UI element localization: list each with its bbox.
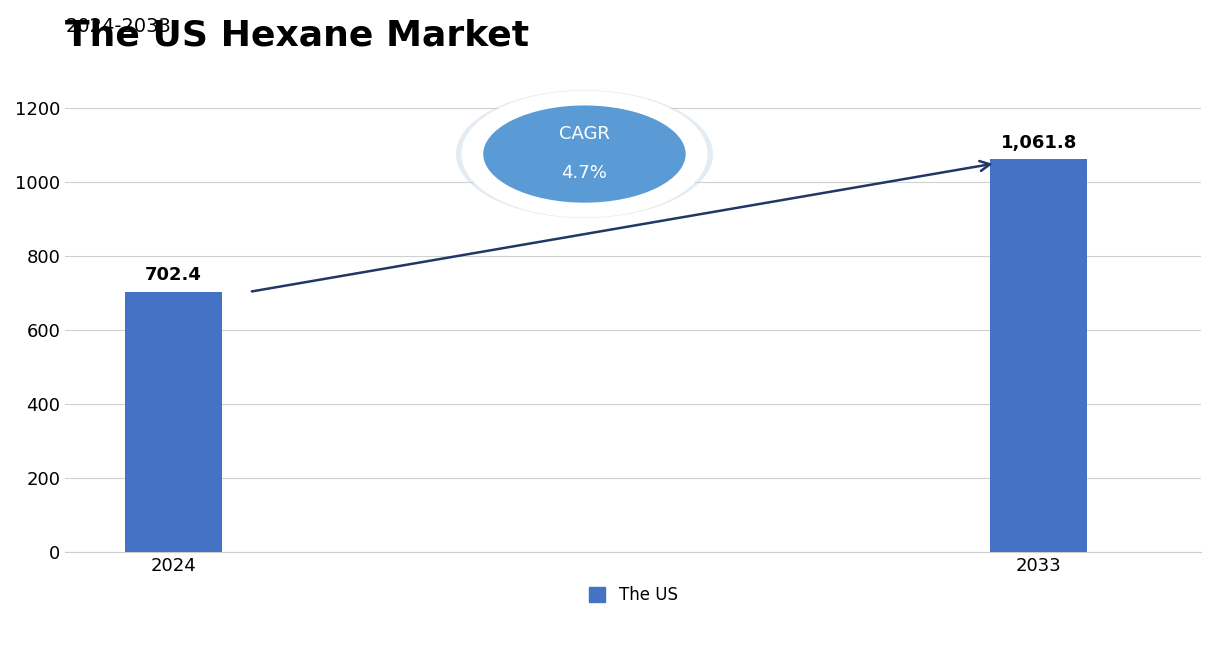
Ellipse shape [466, 95, 703, 213]
Bar [990, 159, 1087, 552]
Text: 2024-2033: 2024-2033 [66, 17, 171, 36]
Legend: The US: The US [582, 579, 685, 611]
Bar [125, 292, 223, 552]
Text: The US Hexane Market: The US Hexane Market [66, 19, 529, 53]
Text: 702.4: 702.4 [145, 267, 202, 284]
Text: 1,061.8: 1,061.8 [1001, 133, 1077, 152]
Ellipse shape [456, 90, 713, 218]
Text: 4.7%: 4.7% [562, 164, 607, 182]
Ellipse shape [480, 102, 689, 206]
Text: CAGR: CAGR [559, 125, 610, 143]
